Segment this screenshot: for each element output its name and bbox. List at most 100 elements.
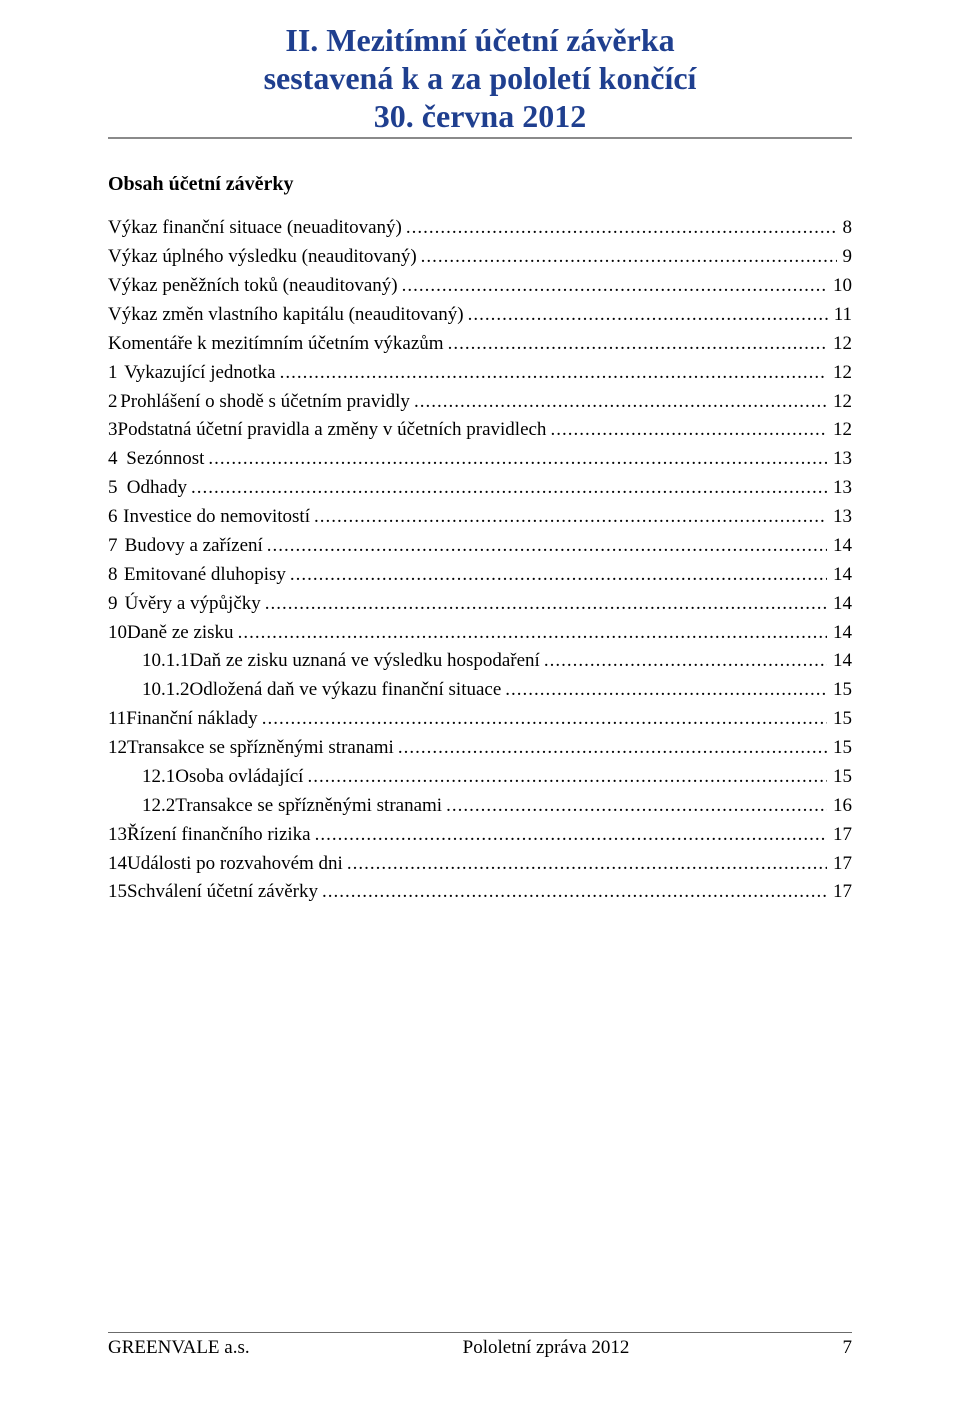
toc-entry: 8Emitované dluhopisy14 <box>108 561 852 590</box>
toc-entry-number: 15 <box>108 878 127 907</box>
toc-entry-page: 9 <box>841 243 853 272</box>
toc-entry-page: 17 <box>831 878 852 907</box>
toc-entry-page: 13 <box>831 474 852 503</box>
toc-entry: 4Sezónnost 13 <box>108 445 852 474</box>
toc-entry-label: Výkaz peněžních toků (neauditovaný) <box>108 272 398 301</box>
toc-entry: Výkaz peněžních toků (neauditovaný) 10 <box>108 272 852 301</box>
toc-entry-number: 4 <box>108 445 126 474</box>
toc-entry-page: 13 <box>831 445 852 474</box>
toc-entry-label: Vykazující jednotka <box>124 359 275 388</box>
title-line-2: sestavená k a za pololetí končící <box>108 60 852 98</box>
toc-leader-dots <box>448 330 827 359</box>
toc-entry: Výkaz úplného výsledku (neauditovaný) 9 <box>108 243 852 272</box>
toc-entry-number: 14 <box>108 850 127 879</box>
toc-entry-number: 12 <box>108 734 127 763</box>
toc-entry-label: Schválení účetní závěrky <box>127 878 318 907</box>
toc-leader-dots <box>208 445 827 474</box>
toc-entry-page: 10 <box>831 272 852 301</box>
document-title: II. Mezitímní účetní závěrka sestavená k… <box>108 22 852 139</box>
toc-leader-dots <box>307 763 827 792</box>
toc-entry-page: 17 <box>831 850 852 879</box>
toc-leader-dots <box>398 734 827 763</box>
toc-leader-dots <box>468 301 828 330</box>
toc-entry-number: 5 <box>108 474 127 503</box>
page-footer: GREENVALE a.s. Pololetní zpráva 2012 7 <box>108 1332 852 1359</box>
toc-entry-number: 6 <box>108 503 123 532</box>
toc-entry-page: 12 <box>831 330 852 359</box>
toc-entry-page: 14 <box>831 532 852 561</box>
toc-entry-label: Události po rozvahovém dni <box>127 850 343 879</box>
toc-entry-number: 1 <box>108 359 124 388</box>
toc-leader-dots <box>414 388 827 417</box>
toc-entry-page: 15 <box>831 734 852 763</box>
toc-leader-dots <box>322 878 827 907</box>
toc-entry: 11Finanční náklady 15 <box>108 705 852 734</box>
toc-entry-number: 8 <box>108 561 124 590</box>
toc-leader-dots <box>315 821 827 850</box>
page: II. Mezitímní účetní závěrka sestavená k… <box>0 0 960 1407</box>
toc-entry-number: 3 <box>108 416 118 445</box>
toc-entry: 3Podstatná účetní pravidla a změny v úče… <box>108 416 852 445</box>
toc-entry-label: Odhady <box>127 474 187 503</box>
toc-entry-page: 17 <box>831 821 852 850</box>
toc-leader-dots <box>191 474 827 503</box>
toc-entry-label: Odložená daň ve výkazu finanční situace <box>190 676 502 705</box>
table-of-contents: Výkaz finanční situace (neuaditovaný)8Vý… <box>108 214 852 907</box>
toc-entry: Komentáře k mezitímním účetním výkazům 12 <box>108 330 852 359</box>
toc-entry-page: 12 <box>831 388 852 417</box>
toc-entry-page: 14 <box>831 561 852 590</box>
toc-entry: 2Prohlášení o shodě s účetním pravidly12 <box>108 388 852 417</box>
toc-entry-page: 14 <box>831 590 852 619</box>
toc-entry-label: Úvěry a výpůjčky <box>125 590 261 619</box>
toc-entry-page: 15 <box>831 763 852 792</box>
toc-leader-dots <box>262 705 827 734</box>
toc-entry-label: Podstatná účetní pravidla a změny v účet… <box>118 416 547 445</box>
toc-leader-dots <box>446 792 827 821</box>
toc-entry-number: 13 <box>108 821 127 850</box>
toc-entry-page: 8 <box>841 214 853 243</box>
toc-leader-dots <box>421 243 837 272</box>
toc-entry: 14Události po rozvahovém dni 17 <box>108 850 852 879</box>
toc-entry-label: Finanční náklady <box>126 705 257 734</box>
toc-entry: 10.1.1Daň ze zisku uznaná ve výsledku ho… <box>108 647 852 676</box>
toc-entry-label: Výkaz finanční situace (neuaditovaný) <box>108 214 402 243</box>
toc-entry-page: 12 <box>831 416 852 445</box>
footer-left: GREENVALE a.s. <box>108 1337 250 1359</box>
toc-leader-dots <box>238 619 827 648</box>
footer-center: Pololetní zpráva 2012 <box>463 1337 630 1359</box>
toc-leader-dots <box>406 214 837 243</box>
toc-leader-dots <box>280 359 827 388</box>
toc-entry-page: 15 <box>831 705 852 734</box>
toc-entry-label: Budovy a zařízení <box>125 532 263 561</box>
toc-leader-dots <box>314 503 827 532</box>
toc-entry-number: 7 <box>108 532 125 561</box>
toc-entry-number: 10 <box>108 619 127 648</box>
toc-entry-page: 15 <box>831 676 852 705</box>
toc-entry: 10Daně ze zisku 14 <box>108 619 852 648</box>
toc-leader-dots <box>290 561 827 590</box>
toc-entry-page: 13 <box>831 503 852 532</box>
toc-leader-dots <box>544 647 827 676</box>
toc-entry: Výkaz finanční situace (neuaditovaný) 8 <box>108 214 852 243</box>
toc-entry: 15Schválení účetní závěrky 17 <box>108 878 852 907</box>
toc-entry: 9Úvěry a výpůjčky14 <box>108 590 852 619</box>
toc-entry: 6Investice do nemovitostí 13 <box>108 503 852 532</box>
toc-entry-page: 16 <box>831 792 852 821</box>
toc-entry-label: Investice do nemovitostí <box>123 503 310 532</box>
toc-entry-page: 14 <box>831 647 852 676</box>
toc-entry: 13Řízení finančního rizika 17 <box>108 821 852 850</box>
toc-entry-label: Daně ze zisku <box>127 619 234 648</box>
toc-entry-label: Řízení finančního rizika <box>127 821 311 850</box>
toc-leader-dots <box>402 272 827 301</box>
toc-entry-number: 12.2 <box>142 792 175 821</box>
toc-entry-page: 14 <box>831 619 852 648</box>
toc-entry-label: Komentáře k mezitímním účetním výkazům <box>108 330 444 359</box>
toc-entry-label: Výkaz úplného výsledku (neauditovaný) <box>108 243 417 272</box>
toc-entry-number: 11 <box>108 705 126 734</box>
toc-entry: 7Budovy a zařízení 14 <box>108 532 852 561</box>
toc-entry-page: 11 <box>832 301 852 330</box>
toc-entry: 1Vykazující jednotka12 <box>108 359 852 388</box>
toc-entry: 5Odhady 13 <box>108 474 852 503</box>
title-line-3: 30. června 2012 <box>108 98 852 136</box>
toc-entry-label: Sezónnost <box>126 445 204 474</box>
